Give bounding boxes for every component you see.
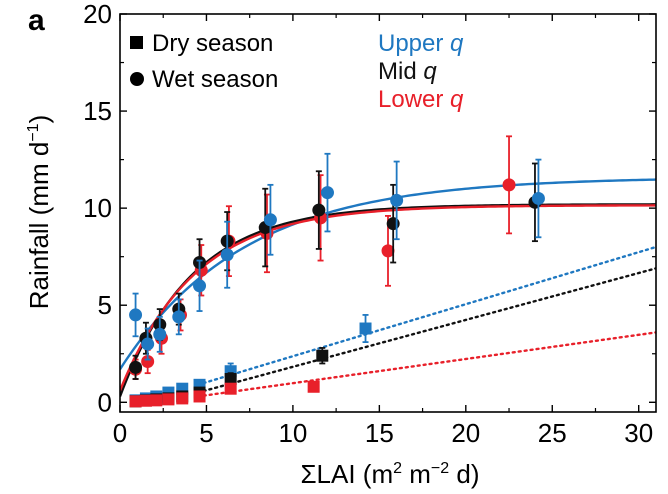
y-label-end: ) <box>24 115 54 124</box>
plot-frame <box>119 13 657 413</box>
x-tick-label: 5 <box>199 418 213 448</box>
plot-area <box>120 135 656 408</box>
x-tick-label: 10 <box>278 418 307 448</box>
x-tick-label: 30 <box>624 418 653 448</box>
x-label-base: ΣLAI (m <box>300 459 393 489</box>
legend-mid-q-var: q <box>423 58 437 85</box>
dry-season-point <box>129 395 142 408</box>
legend-dry-square <box>130 36 143 49</box>
fit-curve <box>120 204 656 392</box>
legend-wet-circle <box>130 72 144 86</box>
dry-season-point <box>307 380 320 393</box>
x-label-sup2: −2 <box>431 460 449 477</box>
trend-line <box>196 331 656 398</box>
dry-season-point <box>193 390 206 403</box>
legend-upper-q: Upper q <box>378 30 464 57</box>
legend-markers: Dry season Wet season <box>130 30 278 93</box>
legend-lower-q: Lower q <box>378 86 464 113</box>
legend-upper-prefix: Upper <box>378 30 450 57</box>
trend-line <box>196 245 656 387</box>
x-label-end: d) <box>449 459 479 489</box>
dry-season-point <box>316 349 329 362</box>
legend-lower-q-var: q <box>450 86 464 113</box>
wet-season-point <box>141 355 155 369</box>
legend-dry-label: Dry season <box>152 30 273 57</box>
legend-mid-q: Mid q <box>378 58 437 85</box>
y-tick-label: 0 <box>98 387 112 417</box>
y-label-base: Rainfall (mm d <box>24 142 54 310</box>
dry-season-point <box>139 394 152 407</box>
wet-season-point <box>129 308 143 322</box>
legend-colors: Upper q Mid q Lower q <box>378 30 464 113</box>
wet-season-point <box>320 186 334 200</box>
dry-season-point <box>150 394 163 407</box>
x-tick-label: 25 <box>538 418 567 448</box>
wet-season-point <box>381 244 395 258</box>
dry-season-point <box>224 372 237 385</box>
dry-season-point <box>224 382 237 395</box>
legend-lower-prefix: Lower <box>378 86 450 113</box>
fit-curve <box>120 178 656 370</box>
dry-season-point <box>359 322 372 335</box>
dry-season-point <box>176 392 189 405</box>
wet-season-point <box>502 178 516 192</box>
legend-upper-q-var: q <box>450 30 464 57</box>
wet-season-point <box>153 327 167 341</box>
legend-mid-prefix: Mid <box>378 58 423 85</box>
wet-season-point <box>263 213 277 227</box>
x-axis-label: ΣLAI (m2 m−2 d) <box>300 459 479 489</box>
x-tick-label: 20 <box>451 418 480 448</box>
legend-wet-label: Wet season <box>152 66 278 93</box>
x-tick-label: 15 <box>365 418 394 448</box>
wet-season-point <box>220 248 234 262</box>
wet-season-point <box>141 337 155 351</box>
wet-season-point <box>390 193 404 207</box>
wet-season-point <box>312 203 326 217</box>
wet-season-point <box>386 217 400 231</box>
wet-season-point <box>193 279 207 293</box>
y-tick-label: 20 <box>83 0 112 29</box>
wet-season-point <box>531 191 545 205</box>
x-label-mid: m <box>402 459 431 489</box>
wet-season-point <box>129 360 143 374</box>
y-tick-label: 15 <box>83 96 112 126</box>
axes-layer: 0 5 10 15 20 25 30 0 5 10 15 20 <box>83 0 656 448</box>
y-label-sup: −1 <box>25 123 42 141</box>
y-axis-label: Rainfall (mm d−1) <box>24 115 54 310</box>
x-tick-label: 0 <box>113 418 127 448</box>
panel-label: a <box>28 4 45 37</box>
wet-season-point <box>172 310 186 324</box>
x-label-sup1: 2 <box>393 460 402 477</box>
y-tick-label: 5 <box>98 290 112 320</box>
trend-line <box>196 267 656 394</box>
dry-season-point <box>162 393 175 406</box>
plot-layer <box>120 135 656 408</box>
y-tick-label: 10 <box>83 193 112 223</box>
